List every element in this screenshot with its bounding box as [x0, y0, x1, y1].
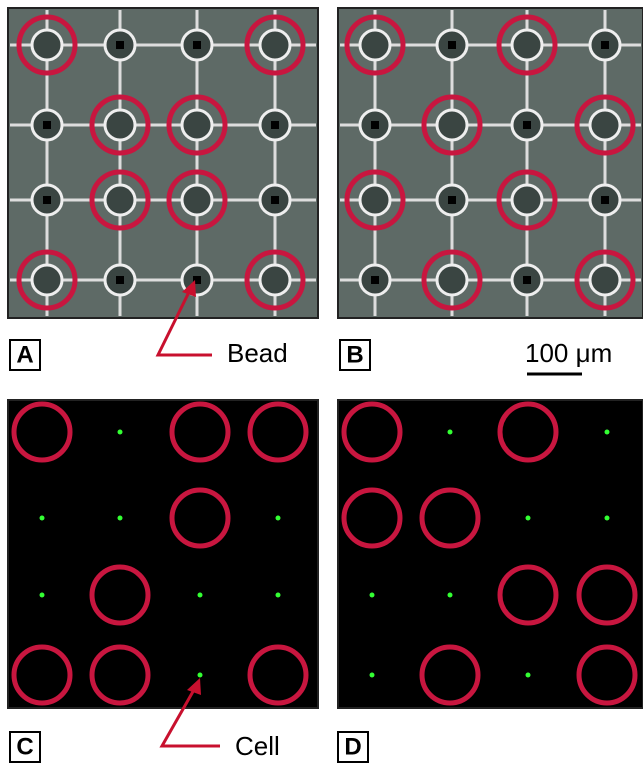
panel-label: D — [344, 733, 361, 760]
well — [105, 110, 135, 140]
cell — [40, 516, 45, 521]
well — [182, 110, 212, 140]
bead — [193, 41, 201, 49]
bead — [601, 41, 609, 49]
well — [512, 30, 542, 60]
bead — [43, 121, 51, 129]
bead — [271, 196, 279, 204]
bead — [448, 41, 456, 49]
cell — [276, 593, 281, 598]
well — [360, 185, 390, 215]
bead — [271, 121, 279, 129]
panel-label: C — [16, 733, 33, 760]
bead — [523, 121, 531, 129]
well — [32, 30, 62, 60]
cell — [526, 673, 531, 678]
bead — [448, 196, 456, 204]
cell — [276, 516, 281, 521]
cell — [40, 593, 45, 598]
well — [32, 265, 62, 295]
annotation: Cell — [235, 731, 280, 761]
well — [105, 185, 135, 215]
bead — [116, 276, 124, 284]
bead — [371, 276, 379, 284]
cell — [526, 516, 531, 521]
cell — [448, 593, 453, 598]
well — [260, 265, 290, 295]
well — [590, 110, 620, 140]
cell — [198, 593, 203, 598]
bead — [43, 196, 51, 204]
well — [512, 185, 542, 215]
micrograph — [8, 400, 318, 708]
page: A B C D Bead Cell 100 μm (() => { const … — [0, 0, 643, 765]
annotation: Bead — [227, 338, 288, 368]
cell — [370, 593, 375, 598]
bead — [371, 121, 379, 129]
well — [437, 110, 467, 140]
cell — [118, 516, 123, 521]
cell — [198, 673, 203, 678]
scale-bar-label: 100 μm — [525, 338, 612, 368]
cell — [448, 430, 453, 435]
cell — [370, 673, 375, 678]
bead — [601, 196, 609, 204]
bead — [116, 41, 124, 49]
micrograph — [338, 400, 643, 708]
well — [360, 30, 390, 60]
panel-label: A — [16, 341, 33, 368]
figure: A B C D Bead Cell 100 μm — [0, 0, 643, 765]
well — [260, 30, 290, 60]
cell — [118, 430, 123, 435]
well — [182, 185, 212, 215]
panel-label: B — [346, 341, 363, 368]
well — [437, 265, 467, 295]
bead — [523, 276, 531, 284]
cell — [605, 430, 610, 435]
cell — [605, 516, 610, 521]
well — [590, 265, 620, 295]
